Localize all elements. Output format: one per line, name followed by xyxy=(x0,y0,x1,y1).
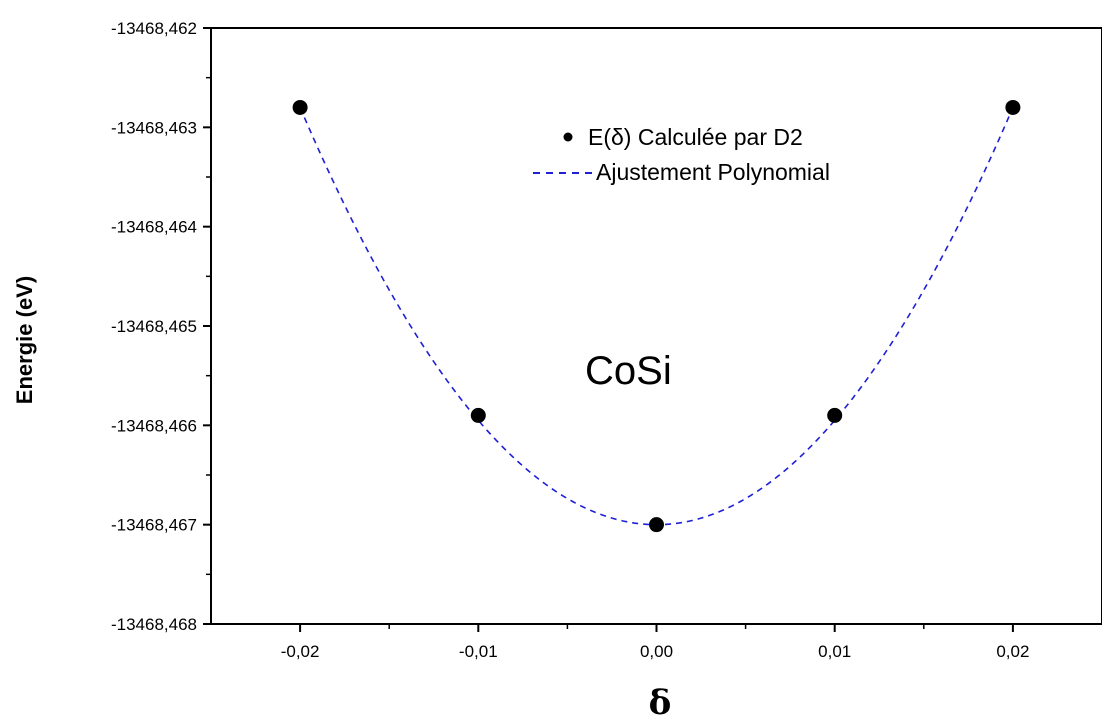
legend: E(δ) Calculée par D2 Ajustement Polynomi… xyxy=(533,124,830,185)
data-point xyxy=(470,407,486,423)
legend-label-points: E(δ) Calculée par D2 xyxy=(588,124,803,150)
legend-label-fit: Ajustement Polynomial xyxy=(596,159,830,185)
data-point xyxy=(827,407,843,423)
y-tick-label: -13468,465 xyxy=(111,317,197,336)
x-tick-label: 0,00 xyxy=(640,642,673,661)
y-tick-label: -13468,468 xyxy=(111,615,197,634)
y-tick-label: -13468,463 xyxy=(111,118,197,137)
data-point xyxy=(292,99,308,115)
y-tick-label: -13468,466 xyxy=(111,416,197,435)
y-tick-label: -13468,467 xyxy=(111,516,197,535)
chart-annotation: CoSi xyxy=(585,349,672,393)
x-tick-label: 0,02 xyxy=(996,642,1029,661)
plot-frame xyxy=(210,27,1102,625)
x-tick-label: 0,01 xyxy=(818,642,851,661)
ticks: -0,02 -0,01 0,00 0,01 0,02 -13468,462 -13468,4… xyxy=(111,19,1029,661)
y-tick-label: -13468,462 xyxy=(111,19,197,38)
data-point xyxy=(1005,99,1021,115)
x-tick-label: -0,01 xyxy=(459,642,498,661)
x-axis-title: δ xyxy=(649,683,672,722)
y-tick-label: -13468,464 xyxy=(111,218,197,237)
x-tick-label: -0,02 xyxy=(281,642,320,661)
y-axis-title: Energie (eV) xyxy=(12,276,37,404)
data-points-group xyxy=(292,99,1021,533)
legend-point-marker xyxy=(563,132,573,142)
data-point xyxy=(649,517,664,533)
